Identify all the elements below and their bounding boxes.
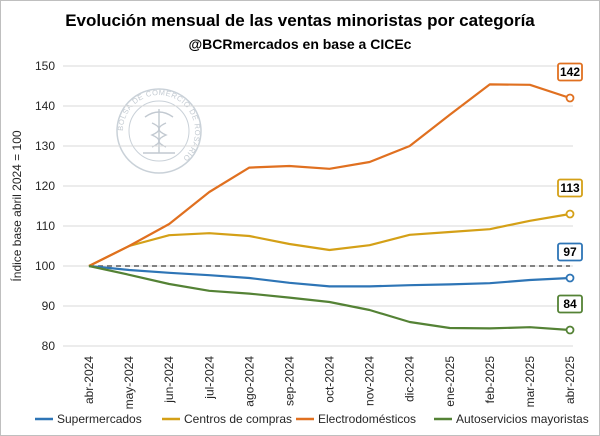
x-tick-label: jul-2024 xyxy=(202,356,216,400)
end-label-box xyxy=(557,178,583,198)
end-marker xyxy=(565,273,575,283)
x-tick-label: jun-2024 xyxy=(162,356,176,404)
series-line xyxy=(88,264,571,288)
x-tick-label: ago-2024 xyxy=(242,356,256,407)
x-tick-label: dic-2024 xyxy=(403,356,417,402)
y-tick-label: 110 xyxy=(36,219,55,233)
end-label-layer: 97 113 142 84 xyxy=(557,62,583,314)
y-tick-labels: 80 90 100 110 120 130 140 150 xyxy=(35,59,55,353)
y-axis-label: Índice base abril 2024 = 100 xyxy=(9,130,24,281)
y-tick-label: 100 xyxy=(35,259,55,273)
legend-label: Centros de compras xyxy=(184,412,292,426)
legend-label: Supermercados xyxy=(57,412,142,426)
x-tick-label: abr-2024 xyxy=(82,356,96,404)
x-tick-label: mar-2025 xyxy=(523,356,537,408)
chart-subtitle: @BCRmercados en base a CICEc xyxy=(189,36,412,52)
legend: Supermercados Centros de compras Electrodo… xyxy=(35,412,589,426)
chart-title: Evolución mensual de las ventas minorist… xyxy=(65,11,535,30)
x-tick-label: may-2024 xyxy=(122,356,136,410)
y-tick-label: 120 xyxy=(35,179,55,193)
y-tick-label: 90 xyxy=(42,299,56,313)
y-tick-label: 150 xyxy=(35,59,55,73)
x-tick-label: nov-2024 xyxy=(363,356,377,406)
y-tick-label: 140 xyxy=(35,99,55,113)
x-tick-label: ene-2025 xyxy=(443,356,457,407)
end-label-box xyxy=(557,294,583,314)
end-label-box xyxy=(557,62,583,82)
end-label: 142 xyxy=(560,65,580,79)
series-line xyxy=(88,212,571,267)
end-label: 113 xyxy=(560,181,580,195)
end-label: 97 xyxy=(563,245,577,259)
x-tick-label: oct-2024 xyxy=(323,356,337,403)
end-marker-layer xyxy=(565,93,575,335)
x-tick-label: abr-2025 xyxy=(563,356,577,404)
end-marker xyxy=(565,93,575,103)
series-line xyxy=(88,83,571,267)
series-layer xyxy=(88,83,571,332)
legend-label: Autoservicios mayoristas xyxy=(456,412,589,426)
legend-label: Electrodomésticos xyxy=(318,412,416,426)
series-line xyxy=(88,264,571,332)
x-tick-labels: abr-2024 may-2024 jun-2024 jul-2024 ago-2024… xyxy=(82,356,577,410)
watermark-seal: BOLSA DE COMERCIO DE ROSARIO xyxy=(116,88,202,174)
y-tick-label: 130 xyxy=(35,139,55,153)
end-label: 84 xyxy=(563,297,577,311)
x-tick-label: feb-2025 xyxy=(483,356,497,404)
y-tick-label: 80 xyxy=(42,339,56,353)
x-tick-label: sep-2024 xyxy=(282,356,296,406)
end-label-box xyxy=(557,242,583,262)
end-marker xyxy=(565,209,575,219)
end-marker xyxy=(565,325,575,335)
